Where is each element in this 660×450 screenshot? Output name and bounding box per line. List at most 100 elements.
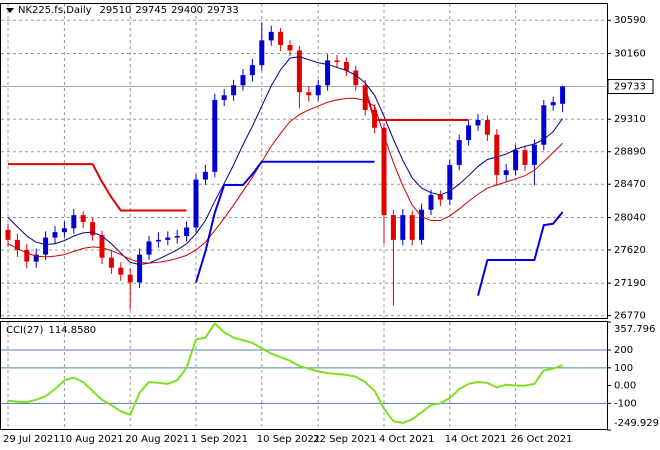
candle-body [325,60,331,86]
x-tick-label: 20 Aug 2021 [125,434,189,445]
candle-body [513,150,519,171]
candle-body [33,254,39,262]
chart-header: NK225.fs,Daily 29510 29745 29400 29733 [18,5,239,16]
candle-body [437,195,443,200]
candle-body [202,171,208,180]
y-tick-label: -100 [614,398,637,409]
indicator-line [477,211,564,296]
candle-body [52,232,58,238]
candle-body [560,86,566,104]
collapse-icon[interactable] [6,8,14,13]
candle-body [61,228,67,233]
y-tick-label: 29310 [614,114,646,125]
y-tick-label: 200 [614,345,633,356]
indicator-line [8,163,187,212]
candle-body [193,179,199,228]
high-value: 29745 [135,5,167,16]
candle-body [456,140,462,165]
low-value: 29400 [171,5,203,16]
candle-body [90,222,96,236]
candle-body [531,144,537,165]
candle-body [240,75,246,86]
x-tick-label: 29 Jul 2021 [3,434,60,445]
x-tick-label: 4 Oct 2021 [379,434,434,445]
x-tick-label: 26 Oct 2021 [511,434,573,445]
candle-body [165,237,171,240]
candle-body [146,241,152,255]
candle-body [137,254,143,283]
open-value: 29510 [100,5,132,16]
indicator-line [7,97,563,264]
candle-body [390,215,396,240]
price-box [607,79,654,95]
y-tick-label: 30590 [614,15,646,26]
y-tick-label: 100 [614,363,633,374]
candle-body [155,239,161,242]
candle-body [334,60,340,63]
candle-body [315,85,321,96]
candle-body [428,195,434,210]
candle-body [99,235,105,258]
candle-body [278,31,284,45]
y-tick-label: 357.796 [614,324,655,335]
candle-body [541,105,547,145]
candle-body [5,229,11,240]
indicator-line [7,56,564,266]
candle-body [71,215,77,229]
cci-line [7,321,563,424]
candle-body [353,70,359,86]
y-tick-label: 28470 [614,179,646,190]
indicator-header: CCI(27) 114.8580 [6,325,96,336]
candle-body [447,164,453,200]
candle-body [362,85,368,110]
candle-body [522,150,528,165]
candle-body [174,236,180,238]
candle-body [24,249,30,262]
candle-body [287,44,293,51]
x-tick-label: 1 Sep 2021 [191,434,248,445]
candle-body [409,215,415,240]
indicator-value: 114.8580 [48,325,96,336]
candle-body [259,40,265,66]
candle-body [343,62,349,71]
y-tick-label: -249.929 [614,418,659,429]
x-tick-label: 14 Oct 2021 [445,434,507,445]
candle-body [494,134,500,175]
candle-body [400,215,406,240]
x-tick-label: 10 Sep 2021 [257,434,320,445]
x-tick-label: 10 Aug 2021 [59,434,123,445]
y-tick-label: 30160 [614,48,646,59]
candle-body [466,125,472,141]
candle-body [419,209,425,240]
candle-body [212,99,218,172]
main-panel-frame [0,3,608,319]
cci-panel-frame [0,321,608,430]
candle-body [108,257,114,268]
indicator-line [195,160,375,283]
candle-body [118,267,124,275]
y-tick-label: 0.00 [614,381,636,392]
candle-body [221,95,227,100]
marks-layer [5,22,566,424]
candle-body [184,227,190,237]
candle-body [550,102,556,106]
candle-body [268,31,274,41]
candle-body [306,92,312,96]
candle-body [127,274,133,283]
candle-body [14,239,20,250]
candle-body [475,120,481,126]
close-value: 29733 [207,5,239,16]
candle-body [80,215,86,223]
price-label: 29733 [614,82,646,93]
y-tick-label: 26770 [614,311,646,322]
y-tick-label: 28040 [614,212,646,223]
candle-body [231,85,237,96]
candle-body [296,50,302,93]
y-tick-label: 28890 [614,147,646,158]
symbol: NK225.fs,Daily [18,5,92,16]
y-tick-label: 27620 [614,245,646,256]
x-tick-label: 22 Sep 2021 [313,434,376,445]
y-tick-label: 27190 [614,278,646,289]
